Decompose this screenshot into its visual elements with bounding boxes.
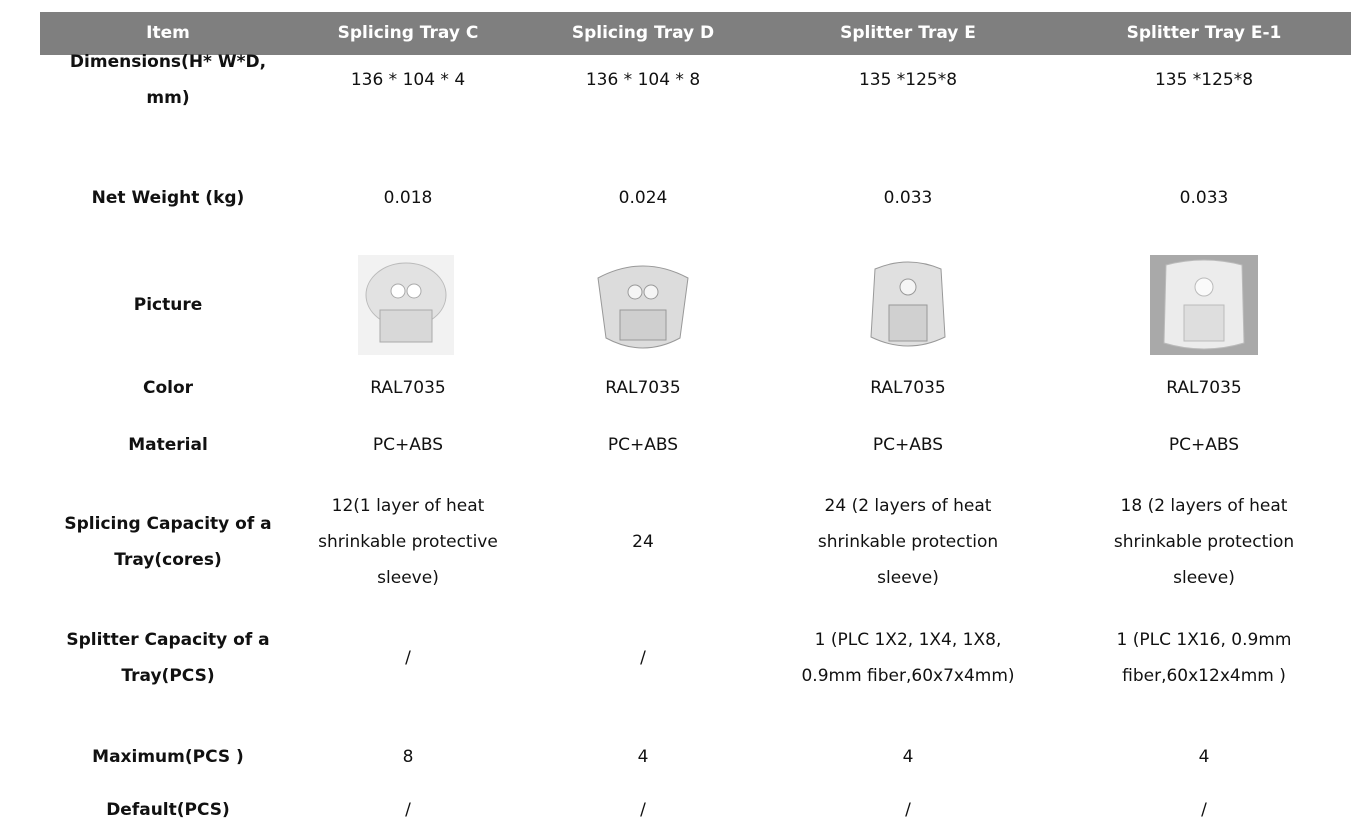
- column-header: Splicing Tray C: [338, 15, 479, 51]
- cell-value: 0.033: [1104, 180, 1304, 216]
- cell-value: 135 *125*8: [1104, 62, 1304, 98]
- cell-value: 8: [308, 739, 508, 775]
- column-header: Splitter Tray E: [840, 15, 976, 51]
- cell-value: 24 (2 layers of heat shrinkable protecti…: [793, 488, 1023, 596]
- cell-value: /: [308, 792, 508, 828]
- cell-value: PC+ABS: [1104, 427, 1304, 463]
- cell-value: /: [533, 792, 753, 828]
- cell-value: 0.018: [308, 180, 508, 216]
- row-label: Material: [53, 427, 283, 463]
- row-label: Splitter Capacity of a Tray(PCS): [53, 622, 283, 694]
- cell-value: /: [793, 792, 1023, 828]
- cell-value: RAL7035: [1104, 370, 1304, 406]
- row-label: Color: [53, 370, 283, 406]
- cell-value: RAL7035: [308, 370, 508, 406]
- cell-value: 4: [793, 739, 1023, 775]
- row-label: Splicing Capacity of a Tray(cores): [53, 506, 283, 578]
- cell-value: RAL7035: [533, 370, 753, 406]
- cell-value: 0.033: [793, 180, 1023, 216]
- cell-value: 136 * 104 * 8: [533, 62, 753, 98]
- cell-value: 4: [533, 739, 753, 775]
- cell-value: 12(1 layer of heat shrinkable protective…: [308, 488, 508, 596]
- cell-value: PC+ABS: [793, 427, 1023, 463]
- column-header: Splicing Tray D: [572, 15, 714, 51]
- cell-value: 4: [1104, 739, 1304, 775]
- cell-value: 0.024: [533, 180, 753, 216]
- cell-value: 135 *125*8: [793, 62, 1023, 98]
- row-label: Maximum(PCS ): [53, 739, 283, 775]
- row-label: Picture: [53, 287, 283, 323]
- cell-value: 18 (2 layers of heat shrinkable protecti…: [1104, 488, 1304, 596]
- tray-picture: [1150, 255, 1258, 355]
- cell-value: PC+ABS: [533, 427, 753, 463]
- cell-value: 1 (PLC 1X2, 1X4, 1X8, 0.9mm fiber,60x7x4…: [793, 622, 1023, 694]
- row-label: Net Weight (kg): [53, 180, 283, 216]
- cell-value: 1 (PLC 1X16, 0.9mm fiber,60x12x4mm ): [1104, 622, 1304, 694]
- cell-value: PC+ABS: [308, 427, 508, 463]
- page: ItemSplicing Tray CSplicing Tray DSplitt…: [0, 0, 1351, 832]
- row-label: Default(PCS): [53, 792, 283, 828]
- cell-value: /: [308, 640, 508, 676]
- row-label: Dimensions(H* W*D, mm): [53, 44, 283, 116]
- cell-value: 136 * 104 * 4: [308, 62, 508, 98]
- cell-value: 24: [533, 524, 753, 560]
- tray-picture: [358, 255, 454, 355]
- column-header: Splitter Tray E-1: [1127, 15, 1282, 51]
- tray-picture: [590, 258, 696, 354]
- cell-value: RAL7035: [793, 370, 1023, 406]
- cell-value: /: [533, 640, 753, 676]
- tray-picture: [865, 255, 951, 355]
- cell-value: /: [1104, 792, 1304, 828]
